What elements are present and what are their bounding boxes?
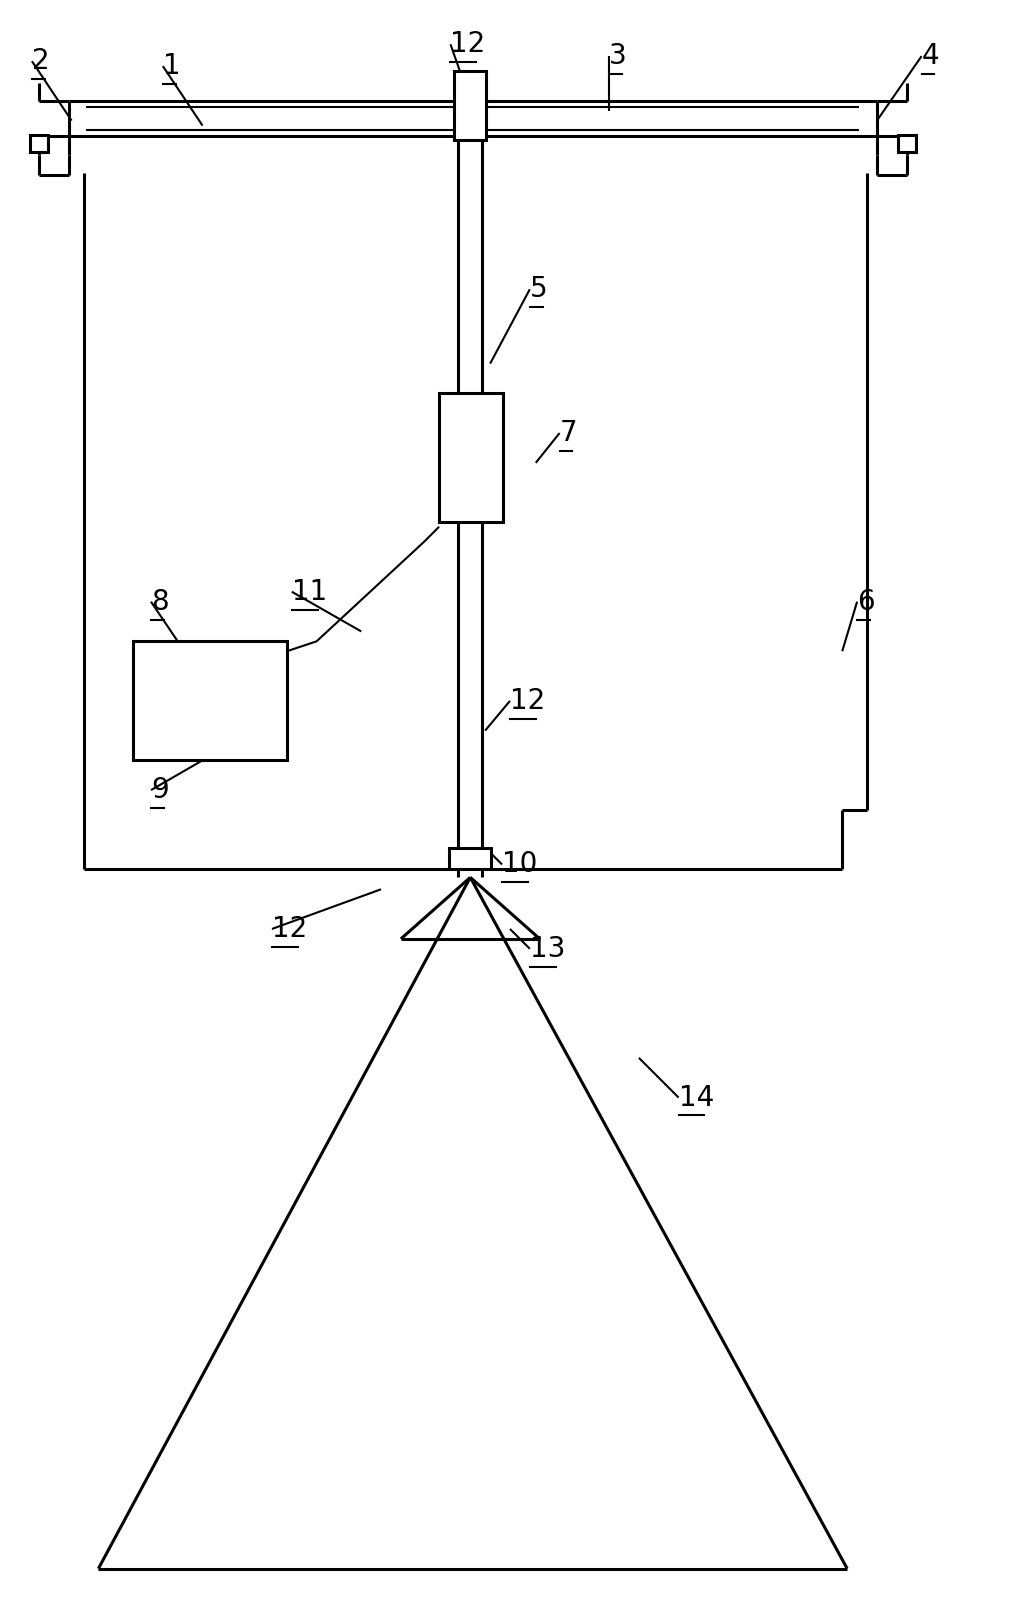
Text: 6: 6 — [857, 587, 875, 616]
Text: 14: 14 — [679, 1084, 714, 1112]
Text: 10: 10 — [502, 850, 537, 879]
Text: 12: 12 — [451, 30, 486, 58]
Text: 11: 11 — [291, 577, 327, 606]
Text: 7: 7 — [559, 419, 578, 448]
Bar — [438, 393, 503, 523]
Text: 4: 4 — [922, 42, 939, 71]
Bar — [455, 71, 486, 141]
Text: 5: 5 — [530, 276, 547, 303]
Text: 2: 2 — [31, 47, 50, 75]
Text: 13: 13 — [530, 935, 565, 962]
Text: 8: 8 — [151, 587, 168, 616]
Text: 3: 3 — [609, 42, 627, 71]
Bar — [30, 135, 48, 152]
Text: 12: 12 — [272, 914, 308, 943]
Text: 1: 1 — [162, 51, 181, 80]
Bar — [450, 847, 491, 869]
Bar — [898, 135, 916, 152]
Bar — [133, 642, 287, 760]
Text: 12: 12 — [510, 687, 545, 715]
Text: 9: 9 — [151, 776, 168, 804]
